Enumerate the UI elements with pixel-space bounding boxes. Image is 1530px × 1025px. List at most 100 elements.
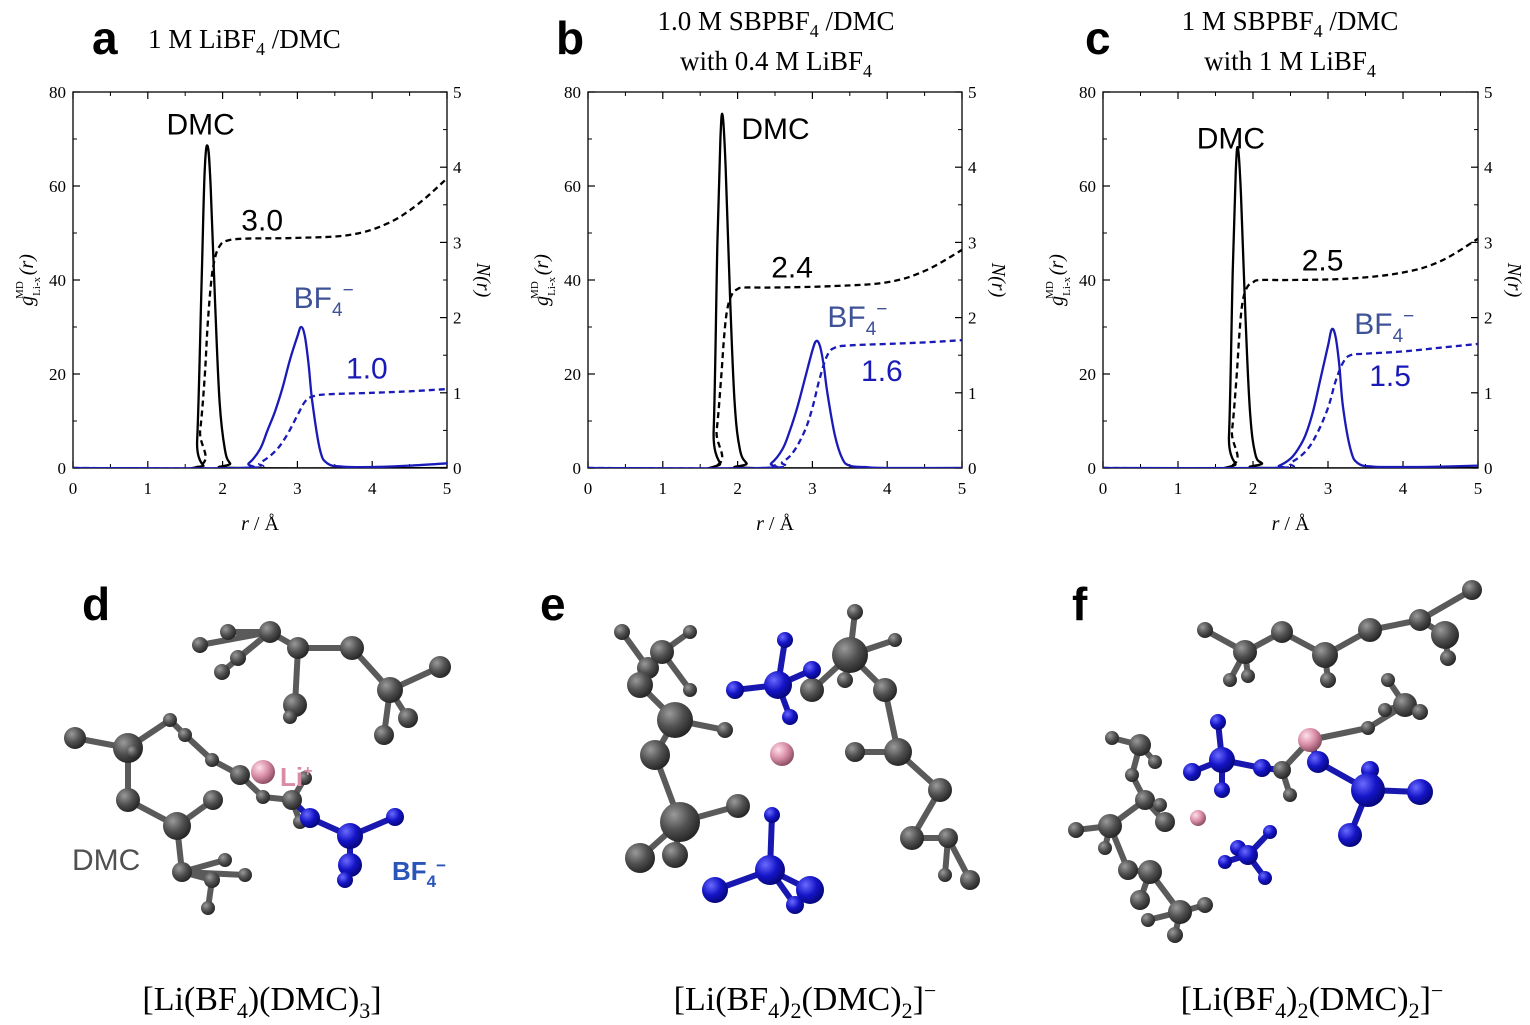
carbon-oxygen-atom (1358, 618, 1382, 642)
carbon-oxygen-atom (126, 745, 140, 759)
series-line-n_dmc (73, 177, 447, 468)
molecule-f-illustration (1068, 580, 1482, 943)
carbon-oxygen-atom (1168, 900, 1192, 924)
carbon-oxygen-atom (1462, 580, 1482, 600)
bf4-label-base: BF (294, 282, 332, 315)
y-tick-label: 20 (49, 365, 66, 384)
carbon-oxygen-atom (1125, 768, 1139, 782)
y2-tick-label: 0 (453, 459, 462, 478)
bf4-coordination-number: 1.0 (346, 353, 388, 386)
x-axis-label-var: r (756, 513, 764, 535)
x-tick-label: 1 (1174, 479, 1183, 498)
x-axis-label-unit: / Å (1279, 513, 1310, 535)
x-axis-label-var: r (241, 513, 249, 535)
carbon-oxygen-atom (1130, 890, 1150, 910)
carbon-oxygen-atom (1148, 755, 1162, 769)
carbon-oxygen-atom (650, 640, 674, 664)
x-axis-label-unit: / Å (249, 513, 280, 535)
carbon-oxygen-atom (1197, 622, 1213, 638)
plot-frame (72, 91, 448, 469)
y-axis-label-arg: (r) (16, 254, 38, 275)
dmc-coordination-number: 2.4 (771, 252, 813, 285)
y2-tick-label: 1 (453, 384, 462, 403)
y-axis-label-sub: Li-x (546, 276, 558, 295)
y2-tick-label: 4 (968, 158, 977, 177)
series-line-n_dmc (588, 248, 962, 468)
carbon-oxygen-atom (1233, 640, 1257, 664)
series-line-g_dmc (73, 144, 447, 468)
boron-fluorine-atom (1258, 871, 1272, 885)
carbon-oxygen-atom (662, 842, 688, 868)
y2-axis-label: N(r) (472, 262, 494, 298)
y2-tick-label: 4 (1484, 158, 1493, 177)
panel-c-title-line2: with 1 M LiBF4 (1204, 46, 1376, 81)
y-axis-label-sup: MD (529, 281, 541, 299)
y-axis-label-sup: MD (1044, 281, 1056, 299)
li-ion-label: Li+ (280, 762, 312, 792)
bf4-curve-label: BF4− (827, 299, 887, 340)
boron-fluorine-atom (803, 661, 821, 679)
y-tick-label: 80 (49, 83, 66, 102)
series-line-g_bf4 (73, 325, 447, 468)
x-tick-label: 0 (1099, 479, 1108, 498)
caption-d: [Li(BF4)(DMC)3] (142, 981, 381, 1023)
carbon-oxygen-atom (884, 738, 912, 766)
y2-tick-label: 2 (453, 309, 462, 328)
y2-tick-label: 5 (968, 83, 977, 102)
boron-fluorine-atom (1210, 714, 1226, 730)
carbon-oxygen-atom (214, 664, 230, 680)
x-tick-label: 4 (883, 479, 892, 498)
x-tick-label: 0 (584, 479, 593, 498)
carbon-oxygen-atom (873, 678, 897, 702)
panel-letter-f: f (1072, 578, 1088, 630)
series-line-n_bf4 (73, 387, 447, 468)
x-tick-label: 3 (293, 479, 302, 498)
carbon-oxygen-atom (287, 637, 309, 659)
dmc-curve-label: DMC (741, 113, 809, 146)
x-tick-label: 2 (1249, 479, 1258, 498)
carbon-oxygen-atom (1440, 650, 1456, 666)
x-axis-label-unit: / Å (764, 513, 795, 535)
carbon-oxygen-atom (717, 722, 733, 738)
dmc-curve-label: DMC (1197, 122, 1265, 155)
carbon-oxygen-atom (1098, 814, 1122, 838)
dmc-curve-label: DMC (167, 108, 235, 141)
carbon-oxygen-atom (377, 677, 403, 703)
carbon-oxygen-atom (1098, 841, 1112, 855)
carbon-oxygen-atom (163, 713, 177, 727)
carbon-oxygen-atom (938, 868, 952, 882)
carbon-oxygen-atom (178, 728, 192, 742)
boron-fluorine-atom (1338, 823, 1362, 847)
carbon-oxygen-atom (627, 672, 653, 698)
carbon-oxygen-atom (845, 742, 865, 762)
panel-letter-b: b (556, 12, 584, 64)
x-tick-label: 5 (958, 479, 967, 498)
boron-fluorine-atom (337, 872, 353, 888)
y-axis-label-g: g (16, 296, 38, 306)
carbon-oxygen-atom (1105, 731, 1119, 745)
y-axis-label-g: g (531, 296, 553, 306)
carbon-oxygen-atom (1361, 721, 1375, 735)
carbon-oxygen-atom (683, 683, 697, 697)
carbon-oxygen-atom (1223, 673, 1237, 687)
boron-fluorine-atom (1238, 845, 1258, 865)
carbon-oxygen-atom (1141, 913, 1155, 927)
carbon-oxygen-atom (340, 636, 364, 660)
boron-fluorine-atom (1214, 782, 1230, 798)
carbon-oxygen-atom (1167, 927, 1183, 943)
bf4-coordination-number: 1.6 (861, 355, 903, 388)
x-axis-label-var: r (1272, 513, 1280, 535)
bf4-label-sub: 4 (866, 319, 877, 340)
y-tick-label: 0 (58, 459, 67, 478)
carbon-oxygen-atom (172, 862, 192, 882)
boron-fluorine-atom (1183, 763, 1201, 781)
carbon-oxygen-atom (1129, 734, 1151, 756)
carbon-oxygen-atom (938, 828, 958, 848)
carbon-oxygen-atom (960, 870, 980, 890)
x-axis-label: r / Å (756, 513, 794, 535)
molecule-d-illustration (64, 621, 451, 915)
carbon-oxygen-atom (220, 624, 236, 640)
plot-frame (1102, 91, 1479, 469)
y-axis-label: gLi-x MD (r) (1044, 254, 1073, 306)
